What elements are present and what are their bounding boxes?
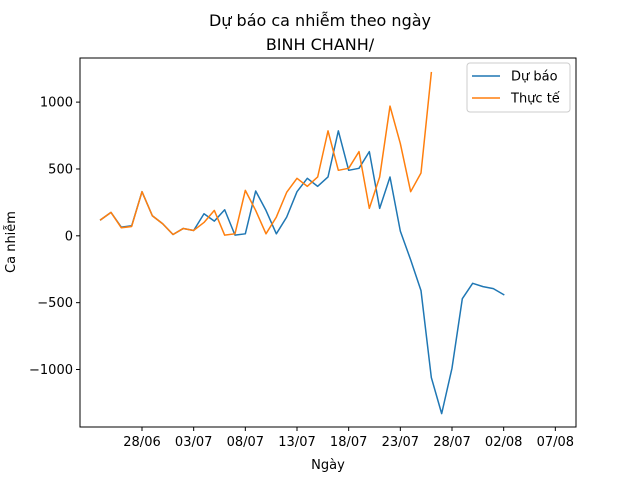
y-tick-label: 1000 [40,96,73,111]
x-tick-label: 28/07 [433,435,470,450]
x-axis-label: Ngày [311,458,345,473]
x-tick-label: 07/08 [537,435,574,450]
x-tick-label: 18/07 [330,435,367,450]
legend: Dự báo Thực tế [466,62,571,113]
legend-label-1: Thực tế [510,92,560,107]
series-line-1 [99,71,433,236]
chart-subtitle: BINH CHANH/ [266,35,375,54]
x-tick-label: 08/07 [227,435,264,450]
x-tick-label: 13/07 [278,435,315,450]
x-axis: 28/06 03/07 08/07 13/07 18/07 23/07 28/07 02/08… [123,427,574,450]
y-tick-label: 0 [65,229,73,244]
series-line-0 [99,130,505,415]
chart-title: Dự báo ca nhiễm theo ngày [209,11,431,30]
y-axis-label: Ca nhiễm [4,211,19,273]
x-tick-label: 02/08 [485,435,522,450]
y-tick-label: −500 [37,296,73,311]
x-tick-label: 03/07 [175,435,212,450]
y-axis: 1000 500 0 −500 −1000 [29,96,80,378]
plot-frame [79,57,577,428]
legend-label-0: Dự báo [511,70,558,85]
x-tick-label: 28/06 [123,435,160,450]
x-tick-label: 23/07 [382,435,419,450]
plot-lines [99,71,505,415]
y-tick-label: 500 [48,162,73,177]
y-tick-label: −1000 [29,363,73,378]
